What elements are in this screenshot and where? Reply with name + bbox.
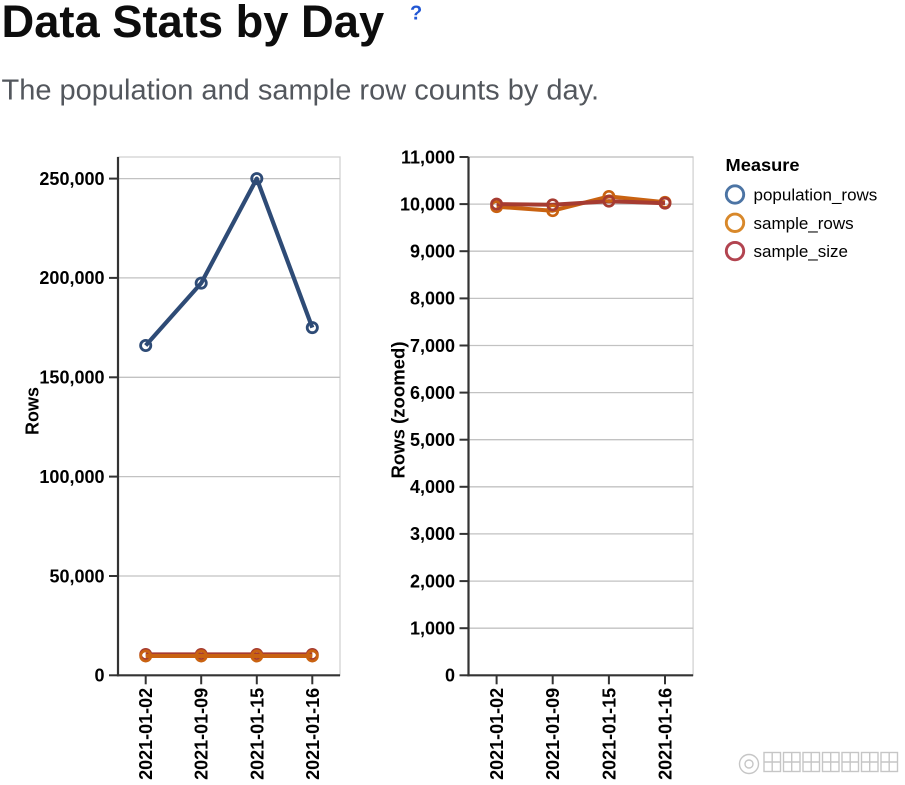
svg-text:?: ?	[410, 3, 422, 25]
svg-text:2021-01-16: 2021-01-16	[303, 688, 323, 780]
svg-text:2021-01-09: 2021-01-09	[192, 688, 212, 780]
svg-text:2021-01-09: 2021-01-09	[543, 688, 563, 780]
svg-text:250,000: 250,000	[39, 169, 104, 189]
svg-text:4,000: 4,000	[410, 477, 455, 497]
svg-text:50,000: 50,000	[49, 566, 104, 586]
svg-text:11,000: 11,000	[401, 147, 455, 167]
svg-text:100,000: 100,000	[39, 467, 104, 487]
svg-text:2021-01-15: 2021-01-15	[599, 688, 619, 780]
svg-text:2,000: 2,000	[410, 571, 455, 591]
svg-text:sample_rows: sample_rows	[754, 214, 854, 233]
svg-text:The population and sample row: The population and sample row counts by …	[2, 75, 600, 107]
svg-text:6,000: 6,000	[410, 383, 455, 403]
svg-text:2021-01-15: 2021-01-15	[247, 688, 267, 780]
svg-text:8,000: 8,000	[410, 289, 455, 309]
svg-text:0: 0	[445, 666, 455, 686]
svg-text:Data Stats by Day: Data Stats by Day	[2, 0, 385, 47]
svg-text:2021-01-16: 2021-01-16	[656, 688, 676, 780]
svg-text:Measure: Measure	[726, 155, 800, 175]
svg-text:2021-01-02: 2021-01-02	[136, 688, 156, 780]
svg-text:Rows (zoomed): Rows (zoomed)	[389, 341, 409, 478]
svg-text:3,000: 3,000	[410, 524, 455, 544]
svg-text:2021-01-02: 2021-01-02	[487, 688, 507, 780]
svg-text:7,000: 7,000	[410, 336, 455, 356]
svg-text:1,000: 1,000	[410, 619, 455, 639]
svg-text:9,000: 9,000	[410, 242, 455, 262]
svg-text:150,000: 150,000	[39, 368, 104, 388]
svg-text:5,000: 5,000	[410, 430, 455, 450]
svg-text:Rows: Rows	[23, 387, 43, 435]
svg-text:population_rows: population_rows	[754, 186, 878, 205]
svg-text:200,000: 200,000	[39, 268, 104, 288]
svg-text:10,000: 10,000	[400, 194, 455, 214]
svg-text:sample_size: sample_size	[754, 242, 849, 261]
svg-text:0: 0	[94, 666, 104, 686]
